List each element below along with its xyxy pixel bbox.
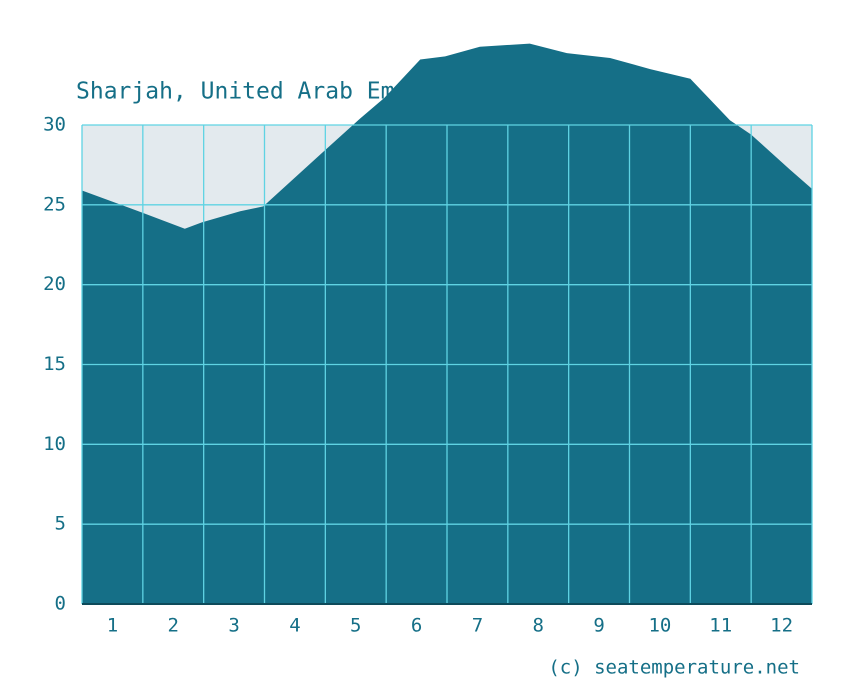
y-tick-label: 5	[55, 513, 66, 535]
y-tick-label: 30	[43, 114, 66, 136]
y-tick-label: 10	[43, 433, 66, 455]
y-tick-label: 15	[43, 353, 66, 375]
x-tick-label: 4	[289, 615, 300, 637]
credit: (c) seatemperature.net	[548, 657, 800, 679]
x-tick-label: 12	[770, 615, 793, 637]
x-tick-label: 3	[228, 615, 239, 637]
x-tick-label: 5	[350, 615, 361, 637]
y-tick-label: 25	[43, 193, 66, 215]
x-tick-label: 1	[107, 615, 118, 637]
x-tick-label: 7	[472, 615, 483, 637]
x-tick-label: 6	[411, 615, 422, 637]
y-tick-label: 0	[55, 593, 66, 615]
x-tick-label: 9	[593, 615, 604, 637]
y-tick-label: 20	[43, 273, 66, 295]
x-tick-label: 10	[648, 615, 671, 637]
x-tick-label: 8	[533, 615, 544, 637]
x-tick-label: 11	[709, 615, 732, 637]
x-tick-label: 2	[168, 615, 179, 637]
